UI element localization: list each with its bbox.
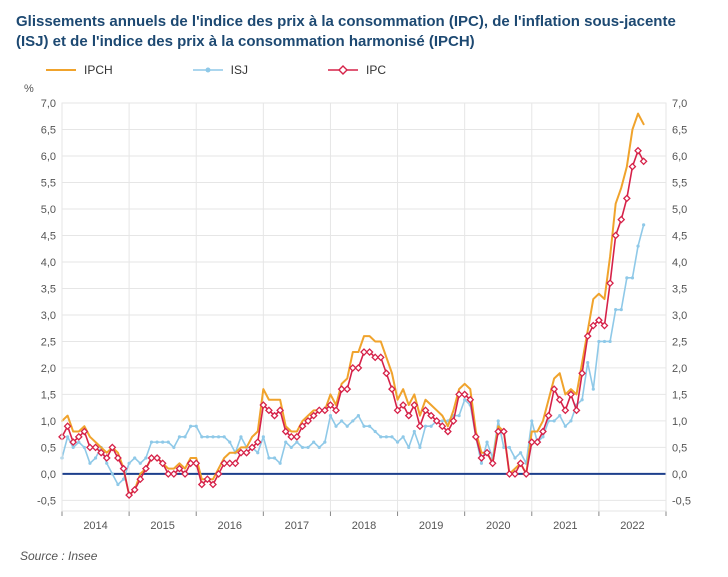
svg-text:2,5: 2,5	[41, 336, 56, 348]
svg-text:7,0: 7,0	[41, 98, 56, 110]
svg-text:4,5: 4,5	[672, 230, 687, 242]
legend-swatch-ipc	[328, 64, 358, 76]
chart-svg: -0,5 -0,5 0,0 0,0 0,5 0,5 1,0 1,0 1,5 1,5 2,0 2,0 2,…	[16, 95, 712, 541]
svg-text:1,0: 1,0	[41, 416, 56, 428]
svg-text:2018: 2018	[352, 520, 376, 532]
svg-text:6,0: 6,0	[672, 151, 687, 163]
svg-text:1,0: 1,0	[672, 416, 687, 428]
svg-text:5,0: 5,0	[41, 204, 56, 216]
chart-title: Glissements annuels de l'indice des prix…	[16, 12, 712, 51]
svg-text:2017: 2017	[285, 520, 309, 532]
svg-text:-0,5: -0,5	[37, 495, 56, 507]
legend-label-isj: ISJ	[231, 63, 248, 77]
legend-item-isj: ISJ	[193, 63, 248, 77]
svg-text:5,5: 5,5	[672, 177, 687, 189]
svg-text:2,0: 2,0	[41, 363, 56, 375]
svg-text:7,0: 7,0	[672, 98, 687, 110]
svg-text:6,5: 6,5	[672, 124, 687, 136]
svg-text:2019: 2019	[419, 520, 443, 532]
legend-item-ipc: IPC	[328, 63, 386, 77]
svg-text:5,5: 5,5	[41, 177, 56, 189]
svg-text:2022: 2022	[620, 520, 644, 532]
legend-label-ipc: IPC	[366, 63, 386, 77]
svg-text:1,5: 1,5	[41, 389, 56, 401]
svg-text:1,5: 1,5	[672, 389, 687, 401]
svg-text:2,0: 2,0	[672, 363, 687, 375]
legend-label-ipch: IPCH	[84, 63, 113, 77]
chart-plot-area: -0,5 -0,5 0,0 0,0 0,5 0,5 1,0 1,0 1,5 1,5 2,0 2,0 2,…	[16, 95, 712, 541]
legend-item-ipch: IPCH	[46, 63, 113, 77]
svg-text:3,5: 3,5	[41, 283, 56, 295]
svg-text:2,5: 2,5	[672, 336, 687, 348]
svg-text:0,0: 0,0	[672, 469, 687, 481]
svg-text:4,0: 4,0	[41, 257, 56, 269]
svg-text:0,0: 0,0	[41, 469, 56, 481]
svg-text:3,0: 3,0	[672, 310, 687, 322]
svg-text:2020: 2020	[486, 520, 510, 532]
svg-text:3,0: 3,0	[41, 310, 56, 322]
svg-text:2014: 2014	[83, 520, 107, 532]
svg-text:0,5: 0,5	[41, 442, 56, 454]
svg-text:3,5: 3,5	[672, 283, 687, 295]
legend-swatch-ipch	[46, 64, 76, 76]
svg-text:4,0: 4,0	[672, 257, 687, 269]
svg-text:2016: 2016	[218, 520, 242, 532]
svg-text:5,0: 5,0	[672, 204, 687, 216]
svg-text:2015: 2015	[150, 520, 174, 532]
chart-legend: IPCH ISJ IPC	[16, 61, 712, 83]
svg-text:4,5: 4,5	[41, 230, 56, 242]
svg-text:0,5: 0,5	[672, 442, 687, 454]
svg-text:-0,5: -0,5	[672, 495, 691, 507]
svg-text:6,5: 6,5	[41, 124, 56, 136]
svg-text:6,0: 6,0	[41, 151, 56, 163]
chart-source: Source : Insee	[16, 541, 712, 567]
legend-swatch-isj	[193, 64, 223, 76]
svg-text:2021: 2021	[553, 520, 577, 532]
y-unit-label: %	[16, 83, 712, 95]
